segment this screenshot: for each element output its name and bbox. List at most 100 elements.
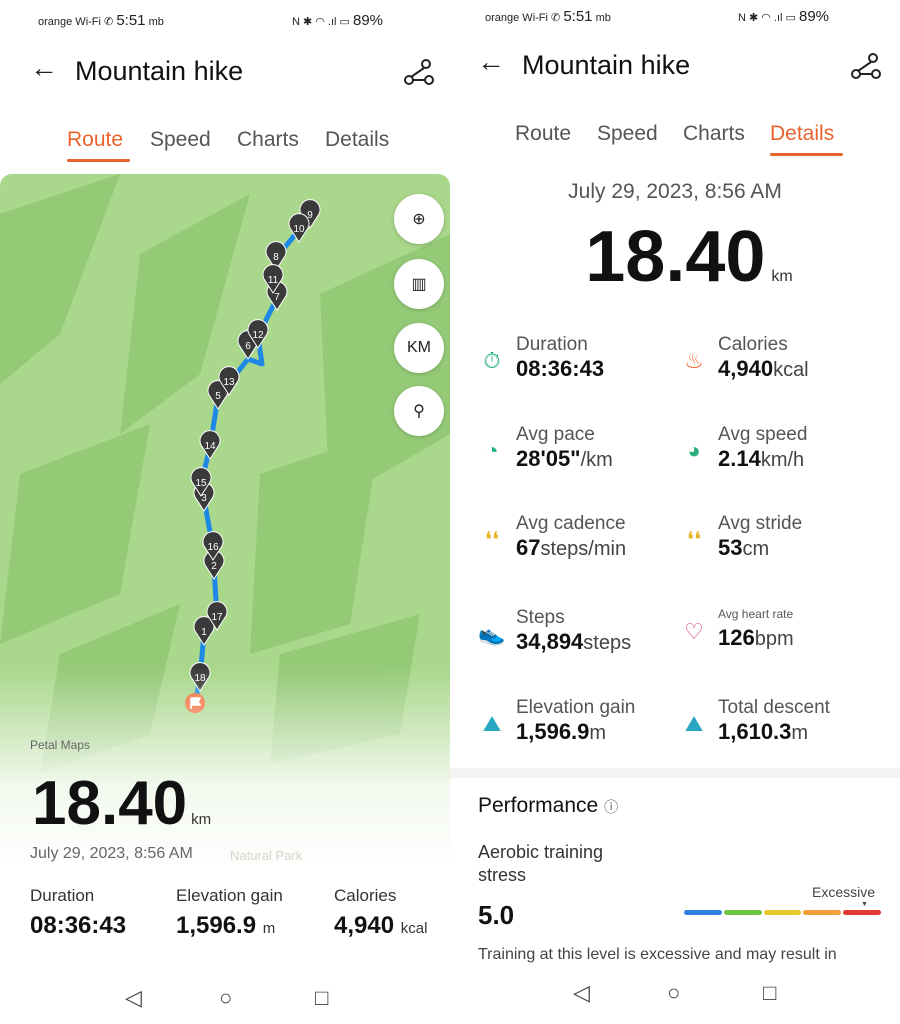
stride-icon: ❛❛ (686, 527, 702, 552)
stopwatch-icon: ⏱ (483, 348, 501, 373)
metric-value: 4,940 (718, 356, 774, 381)
metric-value: 1,610.3 (718, 719, 792, 744)
workout-date: July 29, 2023, 8:56 AM (568, 180, 782, 203)
status-extra: mb (148, 16, 164, 28)
section-divider (450, 768, 900, 778)
metric-unit: /km (580, 449, 613, 471)
tab-charts[interactable]: Charts (683, 122, 745, 145)
status-bar: orange Wi-Fi ✆ 5:51 mb (485, 8, 611, 25)
carrier: orange Wi-Fi (485, 12, 548, 24)
map-attribution: Petal Maps (30, 738, 91, 752)
performance-title: Performance ⓘ (478, 794, 618, 818)
route-pin-button[interactable]: ⚲ (394, 386, 444, 436)
tab-route[interactable]: Route (67, 128, 124, 151)
map-icon: ▥ (411, 276, 427, 293)
total-distance: 18.40 km (450, 216, 900, 298)
tab-speed[interactable]: Speed (597, 122, 658, 145)
stat-2: Calories 4,940 kcal (334, 886, 427, 940)
metric-value: 28'05" (516, 446, 581, 471)
tab-charts[interactable]: Charts (237, 128, 299, 151)
metric-unit: kcal (773, 359, 809, 381)
metric-label: Avg stride (718, 513, 803, 534)
stat-0: Duration 08:36:43 (30, 886, 126, 940)
stat-label: Duration (30, 886, 95, 905)
back-arrow-icon[interactable]: ← (477, 46, 505, 77)
level-pointer-icon: ▼ (861, 901, 868, 908)
distance-value: 18.40 (585, 217, 766, 297)
performance-description: Training at this level is excessive and … (478, 946, 837, 963)
metric-unit: m (589, 722, 607, 744)
workout-date: July 29, 2023, 8:56 AM (30, 845, 193, 862)
tab-details[interactable]: Details (325, 128, 390, 151)
nav-back-icon[interactable]: ◁ (125, 985, 142, 1010)
metric-unit: steps/min (540, 538, 627, 560)
metric-value: 34,894 (516, 629, 584, 654)
route-share-icon[interactable] (404, 58, 434, 86)
active-tab-indicator (67, 159, 130, 162)
metric-value: 1,596.9 (516, 719, 590, 744)
battery-level: 89% (799, 8, 830, 25)
metric-total-descent: ⛰ Total descent 1,610.3m (680, 697, 830, 745)
map-layers-button[interactable]: ▥ (394, 259, 444, 309)
metric-avg-pace: ◔ Avg pace 28'05"/km (478, 424, 613, 472)
stat-value: 1,596.9 (176, 912, 257, 939)
metric-steps: 👟 Steps 34,894steps (478, 607, 631, 655)
clock: 5:51 (116, 12, 146, 29)
metric-label: Avg cadence (516, 513, 626, 534)
scale-segment-2 (723, 910, 762, 915)
metric-avg-cadence: ❛❛ Avg cadence 67steps/min (478, 513, 626, 561)
metric-avg-stride: ❛❛ Avg stride 53cm (680, 513, 802, 561)
aerobic-stress-label: Aerobic training stress (478, 842, 604, 885)
metric-avg-heart-rate: ♡ Avg heart rate 126bpm (680, 607, 794, 651)
metric-value: 67 (516, 535, 541, 560)
unit-toggle-button[interactable]: KM (394, 323, 444, 373)
metric-value: 08:36:43 (516, 356, 605, 381)
stat-1: Elevation gain 1,596.9 m (176, 886, 283, 940)
metric-avg-speed: ◕ Avg speed 2.14km/h (680, 424, 807, 472)
clock: 5:51 (563, 8, 593, 25)
info-icon[interactable]: ⓘ (604, 799, 619, 815)
route-pin-icon: ⚲ (413, 403, 425, 420)
metric-label: Elevation gain (516, 697, 636, 718)
metric-label: Total descent (718, 697, 830, 718)
stress-scale (684, 910, 881, 915)
total-distance: 18.40 km (32, 768, 211, 839)
back-arrow-icon[interactable]: ← (30, 52, 58, 83)
metric-value: 2.14 (718, 446, 761, 471)
metric-label: Avg speed (718, 424, 808, 445)
stat-label: Elevation gain (176, 886, 283, 905)
tab-details[interactable]: Details (770, 122, 835, 145)
nav-home-icon[interactable]: ○ (667, 980, 681, 1005)
route-share-icon[interactable] (851, 52, 881, 80)
elevation-up-icon: ⛰ (482, 711, 502, 736)
stat-unit: kcal (400, 920, 428, 937)
locate-button[interactable]: ⊕ (394, 194, 444, 244)
tab-route[interactable]: Route (515, 122, 572, 145)
footprints-icon: ❛❛ (484, 527, 500, 552)
tab-speed[interactable]: Speed (150, 128, 211, 151)
metric-value: 53 (718, 535, 743, 560)
heart-icon: ♡ (684, 619, 704, 644)
nav-recents-icon[interactable]: □ (763, 980, 777, 1005)
distance-unit: km (191, 811, 212, 828)
distance-unit: km (771, 268, 793, 285)
nav-home-icon[interactable]: ○ (219, 985, 233, 1010)
metric-unit: steps (583, 632, 632, 654)
nav-recents-icon[interactable]: □ (315, 985, 329, 1010)
aerobic-stress-value: 5.0 (478, 900, 515, 930)
flame-icon: ♨ (684, 348, 704, 373)
metric-value: 126 (718, 625, 755, 650)
unit-label: KM (407, 339, 431, 356)
metric-unit: km/h (760, 449, 805, 471)
stat-value: 08:36:43 (30, 912, 127, 939)
map[interactable]: 12356789101112131415161718 Natural Park (0, 174, 450, 1024)
shoe-icon: 👟 (478, 621, 506, 646)
status-icons: N ✱ ◠ .ıl ▭ 89% (292, 12, 384, 29)
stat-label: Calories (334, 886, 397, 905)
stat-value: 4,940 (334, 912, 395, 939)
page-title: Mountain hike (522, 50, 691, 80)
nav-back-icon[interactable]: ◁ (573, 980, 590, 1005)
route-screen: orange Wi-Fi ✆ 5:51 mb N ✱ ◠ .ıl ▭ 89% ←… (0, 12, 450, 1024)
locate-icon: ⊕ (412, 211, 426, 228)
status-bar: orange Wi-Fi ✆ 5:51 mb (38, 12, 164, 29)
